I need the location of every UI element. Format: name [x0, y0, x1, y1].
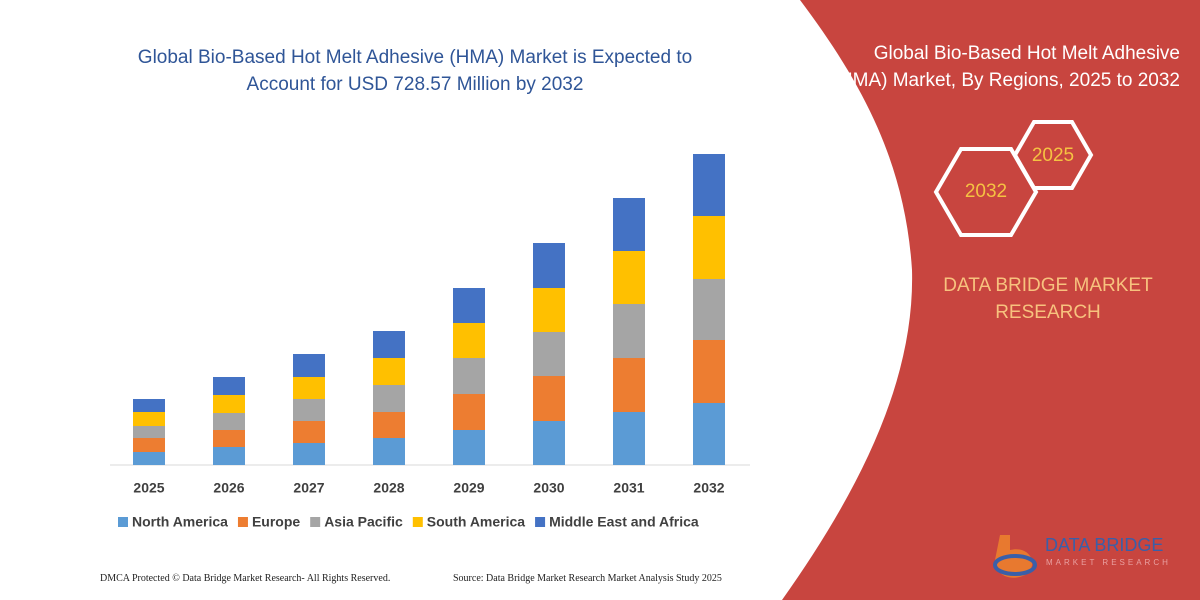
bar-segment: [293, 443, 325, 465]
bar-segment: [693, 279, 725, 340]
bar-segment: [453, 323, 485, 358]
bar-segment: [133, 412, 165, 426]
legend-swatch: [535, 517, 546, 527]
bar-segment: [533, 288, 565, 332]
logo-mark: [993, 554, 1037, 576]
legend-swatch: [118, 517, 128, 527]
bar-segment: [693, 154, 725, 216]
x-tick-label: 2026: [213, 480, 244, 496]
hexagon-label: 2025: [1032, 145, 1074, 166]
x-tick-label: 2030: [533, 480, 564, 496]
bar-segment: [453, 288, 485, 323]
logo-tagline: MARKET RESEARCH: [1046, 558, 1171, 567]
bar-segment: [293, 377, 325, 399]
bar-segment: [533, 243, 565, 288]
bar-segment: [453, 358, 485, 394]
bar-segment: [133, 399, 165, 412]
x-tick-label: 2032: [693, 480, 724, 496]
legend-label: Europe: [252, 514, 300, 530]
x-tick-label: 2025: [133, 480, 164, 496]
bar-segment: [293, 354, 325, 377]
legend-swatch: [237, 517, 248, 527]
legend-label: North America: [132, 514, 228, 530]
x-tick-label: 2029: [453, 480, 484, 496]
bar-segment: [133, 452, 165, 465]
bar-segment: [613, 304, 645, 358]
legend-label: Asia Pacific: [324, 514, 403, 530]
brand: DATA BRIDGE MARKET RESEARCH: [943, 275, 1153, 323]
bar-segment: [213, 430, 245, 447]
side-panel: [782, 0, 1200, 600]
bar-segment: [373, 385, 405, 412]
x-tick-label: 2031: [613, 480, 644, 496]
panel-title: Global Bio-Based Hot Melt Adhesive (HMA)…: [832, 43, 1180, 91]
bar-segment: [133, 426, 165, 438]
bar-segment: [213, 413, 245, 430]
bar-segment: [533, 376, 565, 421]
footer-left: DMCA Protected © Data Bridge Market Rese…: [100, 573, 391, 584]
bar-segment: [693, 403, 725, 465]
bar-segment: [373, 358, 405, 385]
bar-segment: [613, 412, 645, 465]
legend-swatch: [310, 517, 321, 527]
bar-segment: [613, 251, 645, 304]
logo-name: DATA BRIDGE: [1045, 535, 1163, 555]
chart-title: Global Bio-Based Hot Melt Adhesive (HMA)…: [137, 47, 693, 95]
bar-segment: [213, 395, 245, 413]
bar-segment: [373, 331, 405, 358]
bar-segment: [613, 358, 645, 412]
bar-segment: [613, 198, 645, 251]
hexagon-label: 2032: [965, 181, 1007, 202]
hexagon: [933, 147, 1039, 237]
footer-right: Source: Data Bridge Market Research Mark…: [453, 573, 722, 584]
legend-label: South America: [427, 514, 525, 530]
x-tick-label: 2027: [293, 480, 324, 496]
bar-segment: [133, 438, 165, 452]
bar-segment: [533, 332, 565, 376]
hexagon: [1012, 120, 1094, 190]
bar-segment: [693, 340, 725, 403]
bar-segment: [693, 216, 725, 279]
bar-segment: [373, 438, 405, 465]
bar-segment: [373, 412, 405, 438]
x-tick-label: 2028: [373, 480, 404, 496]
bar-segment: [533, 421, 565, 465]
legend-swatch: [412, 517, 423, 527]
bar-segment: [453, 430, 485, 465]
bar-segment: [293, 399, 325, 421]
bar-segment: [213, 447, 245, 465]
bar-segment: [213, 377, 245, 395]
bar-segment: [453, 394, 485, 430]
legend-label: Middle East and Africa: [549, 514, 699, 530]
bar-segment: [293, 421, 325, 443]
